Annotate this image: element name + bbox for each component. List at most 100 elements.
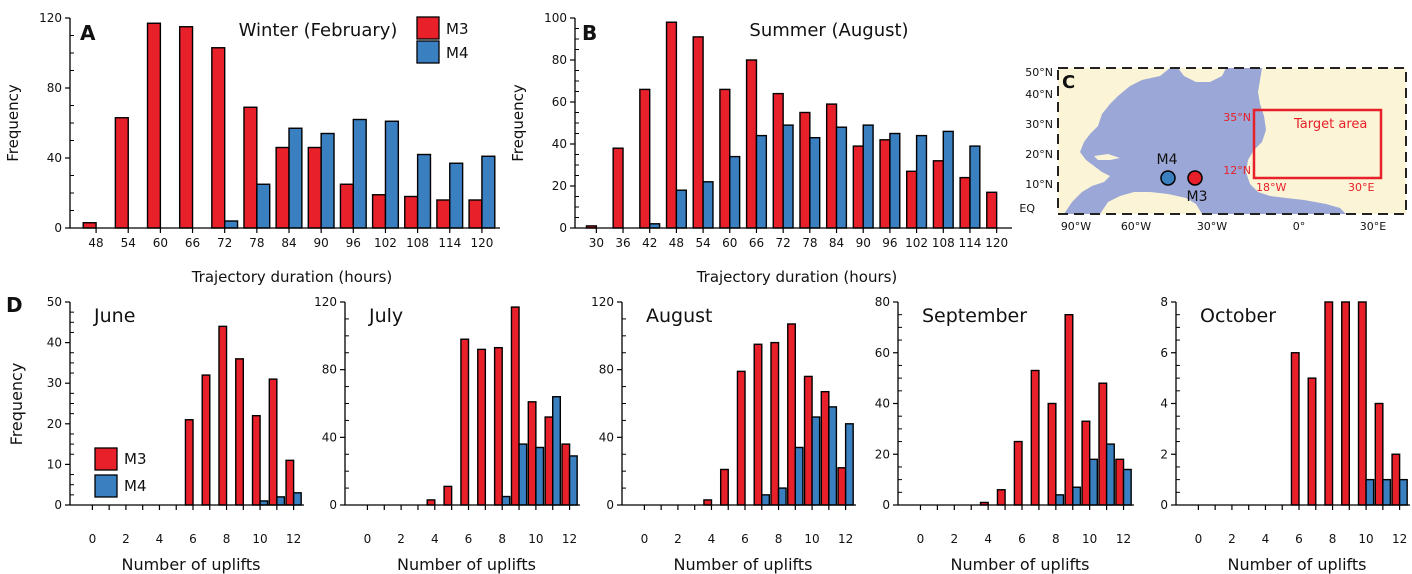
bar-d-july-m3-11 bbox=[544, 416, 554, 506]
y-tick-label-b-20: 20 bbox=[552, 179, 567, 193]
bar-a-m3-60 bbox=[146, 22, 162, 229]
x-tick-label-d-august-8: 8 bbox=[775, 532, 783, 546]
x-tick-label-b-60: 60 bbox=[722, 236, 737, 250]
bar-a-m4-108 bbox=[416, 153, 432, 229]
bar-a-m3-108 bbox=[404, 195, 419, 229]
bar-d-july-m3-10 bbox=[527, 401, 537, 506]
x-tick-label-b-84: 84 bbox=[829, 236, 844, 250]
x-tick-label-d-july-8: 8 bbox=[498, 532, 506, 546]
x-tick-label-b-90: 90 bbox=[856, 236, 871, 250]
panel-b-ylabel: Frequency bbox=[509, 84, 527, 162]
bar-d-october-m4-12 bbox=[1398, 478, 1408, 506]
bar-d-august-m3-10 bbox=[803, 375, 813, 506]
panel-a-xlabel: Trajectory duration (hours) bbox=[191, 268, 393, 286]
lat-label-20n: 20°N bbox=[1025, 148, 1053, 161]
box-label-18w: 18°W bbox=[1256, 181, 1286, 194]
x-tick-label-d-august-12: 12 bbox=[838, 532, 853, 546]
x-tick-label-b-48: 48 bbox=[669, 236, 684, 250]
x-tick-label-a-102: 102 bbox=[374, 236, 397, 250]
bar-d-september-m4-11 bbox=[1105, 443, 1115, 506]
y-tick-label-d-june-0: 0 bbox=[54, 498, 62, 512]
x-tick-label-a-72: 72 bbox=[217, 236, 232, 250]
x-tick-label-a-54: 54 bbox=[121, 236, 136, 250]
lat-label-50n: 50°N bbox=[1025, 66, 1053, 79]
target-area-box bbox=[1252, 108, 1383, 180]
bar-a-m3-102 bbox=[371, 194, 387, 229]
y-tick-label-d-august-120: 120 bbox=[591, 295, 614, 309]
chart-d-august: 0 40 80 120 0 2 4 6 8 10 12 August Number of uplifts bbox=[591, 295, 856, 574]
bar-a-m3-48 bbox=[82, 222, 97, 229]
y-tick-label-a-0: 0 bbox=[54, 221, 62, 235]
y-tick-label-d-july-80: 80 bbox=[322, 363, 337, 377]
y-tick-label-a-120: 120 bbox=[39, 11, 62, 25]
bar-b-m4-54 bbox=[702, 181, 714, 229]
x-tick-label-b-108: 108 bbox=[932, 236, 955, 250]
bar-d-july-m3-9 bbox=[510, 306, 520, 506]
bar-d-september-m3-5 bbox=[996, 489, 1006, 506]
x-tick-label-b-120: 120 bbox=[985, 236, 1008, 250]
site-m3-marker bbox=[1187, 170, 1203, 186]
bar-d-july-m3-4 bbox=[426, 499, 436, 506]
lon-label-30w: 30°W bbox=[1197, 220, 1227, 233]
x-tick-label-d-september-2: 2 bbox=[950, 532, 958, 546]
bar-d-june-m3-12 bbox=[285, 459, 295, 506]
bar-d-september-m3-6 bbox=[1013, 440, 1023, 506]
y-tick-label-d-september-40: 40 bbox=[875, 397, 890, 411]
bar-a-m3-120 bbox=[468, 199, 483, 229]
lat-label-10n: 10°N bbox=[1025, 178, 1053, 191]
bar-d-august-m3-9 bbox=[787, 323, 797, 506]
bar-d-august-m3-12 bbox=[837, 467, 847, 506]
bar-b-m3-66 bbox=[745, 59, 758, 229]
y-tick-label-b-0: 0 bbox=[559, 221, 567, 235]
lat-label-eq: EQ bbox=[1019, 202, 1035, 215]
x-tick-label-a-78: 78 bbox=[249, 236, 264, 250]
x-tick-label-d-july-4: 4 bbox=[431, 532, 439, 546]
chart-a: 0 40 80 120 48 54 60 66 72 78 84 90 96 102 108 114 120 bbox=[39, 11, 500, 250]
bar-d-july-m4-8 bbox=[501, 495, 511, 506]
bar-d-september-m4-10 bbox=[1088, 458, 1099, 506]
bar-d-october-m4-11 bbox=[1382, 478, 1392, 506]
legend-m4-label: M4 bbox=[446, 44, 469, 62]
y-tick-label-d-june-20: 20 bbox=[47, 417, 62, 431]
cuba-land bbox=[1094, 154, 1120, 160]
y-tick-label-b-100: 100 bbox=[544, 11, 567, 25]
y-tick-label-d-july-120: 120 bbox=[314, 295, 337, 309]
bar-d-july-m3-6 bbox=[460, 338, 470, 506]
x-tick-label-d-june-10: 10 bbox=[252, 532, 267, 546]
bar-d-october-m4-10 bbox=[1365, 478, 1375, 506]
legend-d-m3-label: M3 bbox=[124, 450, 147, 468]
bar-a-m4-78 bbox=[256, 183, 271, 229]
x-tick-label-a-90: 90 bbox=[314, 236, 329, 250]
bar-a-m4-120 bbox=[481, 155, 496, 229]
bar-a-m3-78 bbox=[243, 106, 258, 229]
panel-title-d-september: September bbox=[922, 305, 1027, 327]
lat-tick-labels: 50°N 40°N 30°N 20°N 10°N EQ bbox=[1019, 66, 1053, 215]
bar-b-m4-48 bbox=[675, 189, 687, 229]
y-tick-label-a-80: 80 bbox=[47, 81, 62, 95]
lon-label-0: 0° bbox=[1293, 220, 1306, 233]
x-tick-label-d-august-0: 0 bbox=[641, 532, 649, 546]
bar-a-m3-90 bbox=[307, 146, 322, 229]
bar-b-m4-108 bbox=[942, 130, 954, 229]
x-tick-label-d-september-8: 8 bbox=[1052, 532, 1060, 546]
y-tick-label-d-september-20: 20 bbox=[875, 447, 890, 461]
y-tick-label-d-october-4: 4 bbox=[1160, 397, 1168, 411]
bar-a-m4-72 bbox=[223, 220, 239, 229]
bar-d-august-m3-8 bbox=[770, 341, 780, 506]
panel-d-labels: D Frequency M3 M4 bbox=[6, 293, 147, 498]
x-axis-label-d-july: Number of uplifts bbox=[397, 555, 536, 574]
bar-b-m4-114 bbox=[969, 145, 981, 229]
bar-b-m3-108 bbox=[932, 160, 944, 229]
target-area-label: Target area bbox=[1293, 117, 1367, 132]
bar-b-m4-78 bbox=[809, 136, 821, 229]
y-tick-label-d-july-40: 40 bbox=[322, 430, 337, 444]
box-label-12n: 12°N bbox=[1223, 164, 1251, 177]
chart-d-september: 0 20 40 60 80 0 2 4 6 8 10 12 September Number of upl… bbox=[875, 295, 1134, 574]
x-tick-label-a-108: 108 bbox=[406, 236, 429, 250]
x-axis-label-d-september: Number of uplifts bbox=[950, 555, 1089, 574]
bar-d-october-m3-12 bbox=[1391, 453, 1401, 506]
panel-a-title: Winter (February) bbox=[239, 20, 398, 41]
x-tick-label-d-june-4: 4 bbox=[156, 532, 164, 546]
